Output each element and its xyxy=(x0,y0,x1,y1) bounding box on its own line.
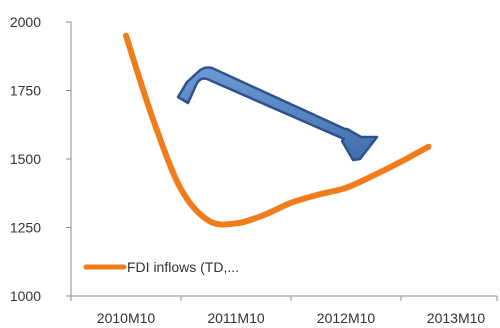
x-tick-label: 2010M10 xyxy=(97,310,156,326)
fdi-inflows-line xyxy=(123,32,432,228)
series-group xyxy=(123,32,432,228)
trend-arrow-annotation xyxy=(176,66,379,162)
x-axis-labels: 2010M10 2011M10 2012M10 2013M10 xyxy=(97,310,486,326)
x-tick-label: 2012M10 xyxy=(317,310,376,326)
chart-axes xyxy=(66,21,498,301)
y-tick-label: 2000 xyxy=(10,14,41,30)
x-tick-label: 2013M10 xyxy=(427,310,486,326)
y-tick-label: 1500 xyxy=(10,151,41,167)
y-axis-labels: 1000 1250 1500 1750 2000 xyxy=(10,14,41,304)
x-tick-label: 2011M10 xyxy=(207,310,265,326)
y-tick-label: 1000 xyxy=(10,288,41,304)
legend-label: FDI inflows (TD,... xyxy=(127,259,239,275)
legend: FDI inflows (TD,... xyxy=(83,259,239,275)
y-tick-label: 1250 xyxy=(10,220,41,236)
y-tick-label: 1750 xyxy=(10,83,41,99)
